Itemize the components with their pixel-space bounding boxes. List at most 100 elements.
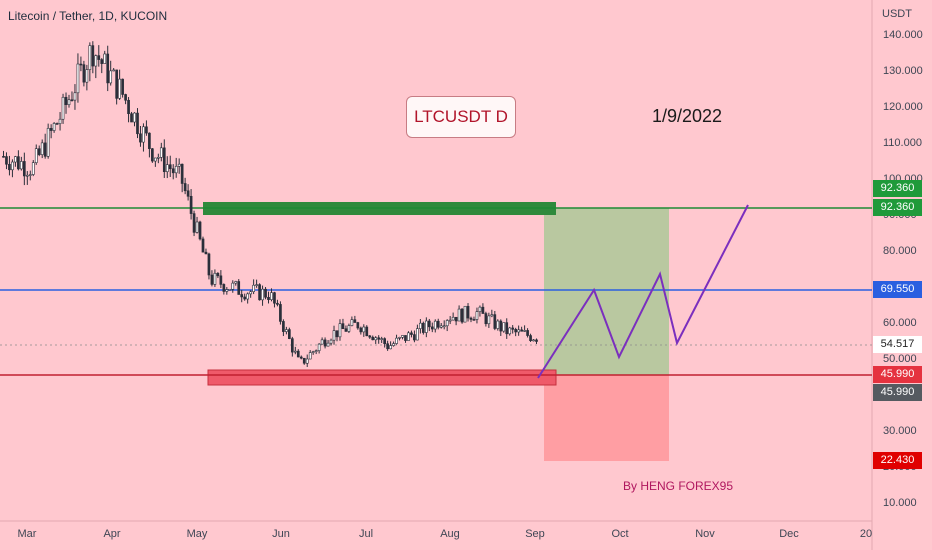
candle-body [225,289,229,292]
candle-body [49,128,53,131]
candle-body [136,112,139,135]
candle-body [532,339,535,342]
candle-body [490,314,494,317]
candle-body [139,133,142,143]
candle-body [365,326,369,337]
candle-body [427,320,431,328]
candle-body [344,328,348,332]
candle-body [273,292,276,304]
candle-body [186,190,190,197]
candle-body [493,314,497,329]
candle-body [165,164,169,173]
date-annotation[interactable]: 1/9/2022 [652,106,723,126]
candle-body [517,329,520,333]
candle-body [442,325,446,328]
candle-body [282,321,285,332]
candle-body [472,319,476,321]
author-annotation[interactable]: By HENG FOREX95 [623,479,734,493]
candle-body [419,322,422,329]
price-tag-mid-level: 69.550 [873,281,922,298]
candle-body [502,322,506,332]
candle-body [91,45,95,67]
candle-body [353,319,357,323]
candle-body [463,305,467,323]
candle-body [76,63,80,94]
candle-body [240,294,244,298]
candle-body [73,92,77,101]
candle-body [198,221,202,240]
candle-body [383,338,386,345]
candle-body [34,148,38,163]
candle-body [246,293,250,300]
candle-body [261,288,264,301]
month-tick: Dec [779,528,799,540]
price-tick: 120.000 [883,101,923,113]
candle-body [70,99,74,102]
candle-body [237,281,241,295]
candle-body [314,350,318,352]
candle-body [323,339,327,347]
target-zone[interactable] [544,208,669,375]
candle-body [439,325,443,328]
chart-label-box[interactable]: LTCUSDT D [406,96,516,138]
candle-body [293,350,297,353]
candle-body [305,358,309,364]
candle-body [127,99,130,115]
candle-body [46,128,50,157]
candle-body [285,329,288,332]
candle-body [377,337,381,340]
candle-body [329,339,333,344]
projection-path[interactable] [537,204,749,379]
support-zone[interactable] [207,369,557,386]
candle-body [526,330,529,336]
candle-body [124,94,127,101]
candle-body [25,174,29,177]
candle-body [430,326,434,330]
candle-body [487,315,491,325]
candle-body [213,272,217,285]
month-tick: May [186,528,208,540]
candle-body [308,352,312,360]
candle-body [207,253,211,276]
candle-body [216,272,220,277]
candle-body [511,327,515,330]
candle-body [82,64,86,83]
candle-body [243,296,247,300]
price-tick: 110.000 [883,137,922,149]
candle-body [2,156,5,158]
candle-body [392,343,395,346]
candle-body [201,238,205,253]
candle-body [159,147,163,158]
candle-body [115,69,118,99]
candle-body [109,70,113,84]
candle-body [264,288,267,298]
candle-body [276,302,279,305]
candle-body [31,162,35,175]
candle-body [8,163,11,171]
candle-body [85,69,89,83]
candle-body [529,335,532,341]
candle-body [183,183,187,192]
stop-zone[interactable] [544,375,669,461]
candle-body [11,161,14,171]
candle-body [151,148,154,162]
candle-body [177,163,181,167]
candle-body [61,96,65,120]
price-tick: 60.000 [883,317,917,329]
candle-body [350,319,354,326]
month-tick: Nov [695,528,715,540]
candle-body [97,55,101,60]
candle-body [255,284,258,286]
candle-body [302,357,306,364]
candle-body [311,351,315,353]
candle-body [58,118,62,124]
candle-body [422,322,425,333]
candle-body [64,96,68,106]
month-tick: Jun [272,528,290,540]
candle-body [362,326,366,333]
candle-body [290,338,294,353]
candle-body [469,317,473,320]
candle-body [252,284,255,292]
